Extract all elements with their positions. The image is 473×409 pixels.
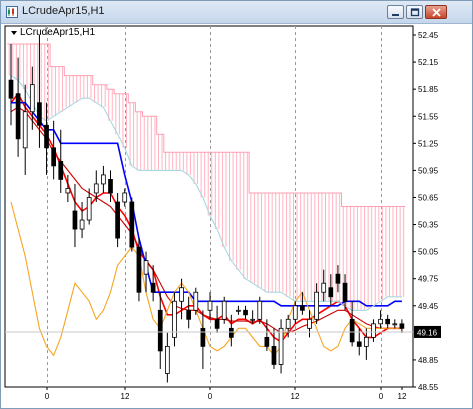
- chart-symbol-text: LCrudeApr15,H1: [20, 27, 96, 38]
- x-tick-label: 12: [398, 392, 407, 401]
- chart-app-icon: [6, 6, 18, 18]
- price-chart[interactable]: 52.45 52.15 51.85 51.55 51.25 50.95 50.65 50.35…: [1, 24, 472, 408]
- candle-body: [108, 179, 113, 194]
- y-tick-label: 50.65: [418, 193, 439, 202]
- candle-body: [356, 341, 362, 347]
- y-tick-label: 52.45: [418, 31, 439, 40]
- y-tick-label: 48.85: [418, 356, 439, 365]
- candle-body: [285, 318, 291, 329]
- candle-body: [228, 327, 234, 338]
- y-tick-label: 50.35: [418, 221, 439, 230]
- candle-body: [264, 336, 270, 347]
- candle-body: [29, 84, 35, 113]
- indicator-line-2: [10, 106, 402, 334]
- candle-body: [150, 282, 156, 293]
- close-icon: [432, 8, 441, 17]
- y-tick-label: 51.85: [418, 85, 439, 94]
- maximize-icon: [410, 8, 420, 17]
- chart-symbol-label: LCrudeApr15,H1: [11, 27, 95, 38]
- maximize-button[interactable]: [406, 5, 423, 19]
- y-tick-label: 49.45: [418, 302, 439, 311]
- indicator-line-3: [11, 101, 402, 307]
- chart-area[interactable]: 52.45 52.15 51.85 51.55 51.25 50.95 50.65 50.35…: [1, 24, 472, 408]
- candle-body: [307, 318, 312, 329]
- candle-body: [392, 323, 398, 326]
- candle-body: [93, 183, 99, 194]
- candle-body: [157, 309, 163, 352]
- candle-body: [101, 174, 106, 185]
- candle-body: [79, 219, 85, 230]
- indicator-line-1: [10, 92, 402, 343]
- candle-body: [243, 309, 248, 316]
- candle-body: [51, 147, 56, 167]
- y-tick-label: 51.55: [418, 112, 439, 121]
- candle-body: [271, 345, 277, 365]
- current-price-label: 49.16: [417, 328, 438, 337]
- candle-body: [15, 93, 21, 140]
- candle-body: [22, 111, 28, 149]
- y-tick-label: 52.15: [418, 58, 439, 67]
- x-tick-label: 0: [45, 392, 50, 401]
- candle-body: [250, 318, 255, 321]
- candle-body: [193, 291, 199, 311]
- indicator-line-5: [10, 75, 402, 311]
- candle-body: [321, 282, 327, 293]
- window-title: LCrudeApr15,H1: [22, 5, 105, 17]
- candle-body: [328, 287, 334, 298]
- candle-body: [257, 300, 263, 320]
- indicator-line-4: [10, 201, 402, 357]
- candle-body: [385, 318, 391, 325]
- candle-body: [221, 300, 227, 320]
- candle-body: [129, 201, 135, 248]
- candle-body: [278, 327, 284, 365]
- dropdown-triangle-icon: [11, 30, 17, 35]
- candle-body: [37, 102, 42, 126]
- minimize-button[interactable]: [387, 5, 404, 19]
- candle-body: [72, 210, 78, 230]
- close-button[interactable]: [425, 5, 447, 19]
- candle-body: [8, 79, 14, 99]
- candle-body: [371, 323, 376, 338]
- candle-body: [349, 318, 355, 343]
- candle-body: [136, 246, 142, 293]
- candle-body: [342, 282, 348, 302]
- candle-body: [179, 287, 184, 302]
- x-tick-label: 12: [291, 392, 300, 401]
- x-tick-label: 0: [379, 392, 384, 401]
- candle-body: [172, 300, 177, 338]
- candle-body: [186, 309, 192, 320]
- candle-body: [165, 345, 170, 374]
- y-tick-label: 48.55: [418, 383, 439, 392]
- y-tick-label: 50.95: [418, 166, 439, 175]
- candles: [8, 35, 405, 383]
- candle-body: [300, 305, 305, 311]
- y-tick-label: 51.25: [418, 139, 439, 148]
- candle-body: [86, 197, 92, 221]
- candle-body: [207, 300, 213, 311]
- candle-body: [65, 188, 71, 194]
- candle-body: [378, 318, 383, 325]
- y-tick-label: 49.75: [418, 275, 439, 284]
- candle-body: [200, 327, 206, 347]
- cloud-upper-line: [7, 43, 406, 207]
- title-bar[interactable]: LCrudeApr15,H1: [1, 1, 472, 24]
- candle-body: [214, 318, 220, 329]
- candle-body: [314, 291, 319, 320]
- candle-body: [292, 305, 298, 320]
- candle-body: [364, 336, 369, 347]
- candle-body: [399, 323, 405, 329]
- minimize-icon: [392, 14, 399, 16]
- x-tick-label: 0: [208, 392, 213, 401]
- candle-body: [44, 124, 49, 149]
- candle-body: [115, 201, 120, 239]
- x-tick-label: 12: [121, 392, 130, 401]
- candle-body: [122, 192, 128, 203]
- current-price-tag: [414, 325, 441, 338]
- candle-body: [58, 160, 64, 180]
- candle-body: [236, 309, 241, 312]
- candle-body: [143, 260, 149, 275]
- candle-body: [335, 273, 341, 284]
- y-tick-label: 50.05: [418, 248, 439, 257]
